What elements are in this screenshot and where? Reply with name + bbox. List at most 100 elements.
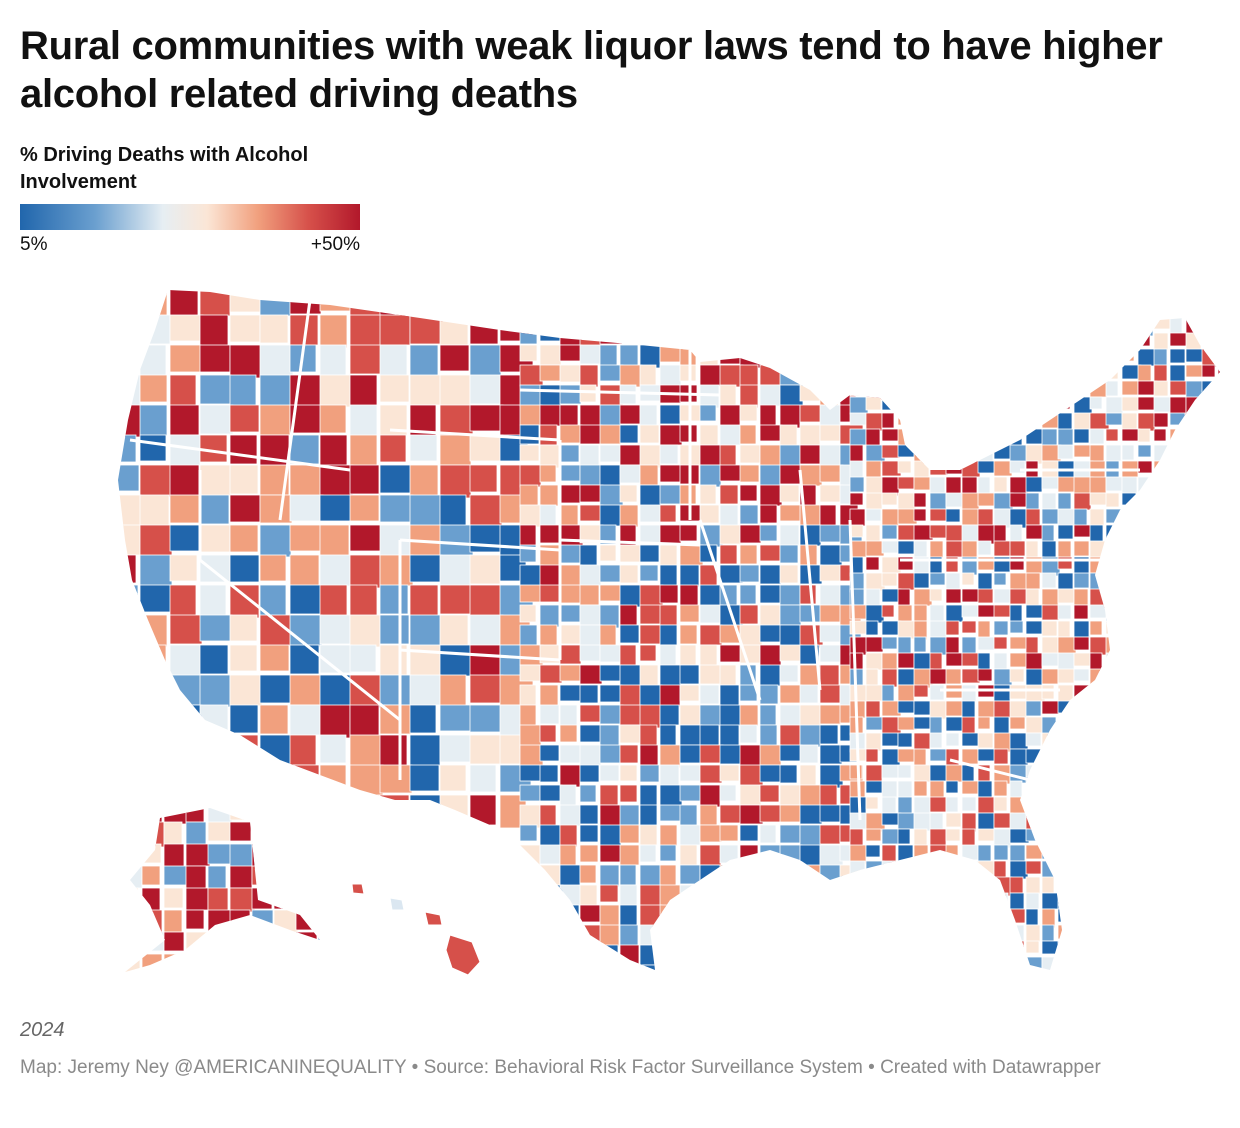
county-cell	[499, 290, 531, 317]
county-cell	[1057, 908, 1072, 923]
county-cell	[913, 300, 928, 317]
county-cell	[1217, 332, 1220, 348]
county-cell	[229, 734, 259, 766]
county-cell	[929, 572, 946, 586]
county-cell	[819, 684, 841, 704]
county-cell	[779, 364, 802, 386]
county-cell	[125, 843, 142, 863]
county-cell	[929, 348, 945, 367]
county-cell	[141, 909, 163, 935]
county-cell	[579, 804, 599, 825]
county-cell	[961, 876, 978, 896]
county-cell	[679, 624, 698, 645]
county-cell	[839, 290, 857, 302]
county-cell	[779, 784, 801, 806]
county-cell	[349, 344, 382, 375]
county-cell	[719, 644, 743, 663]
county-cell	[519, 664, 543, 682]
county-cell	[1105, 556, 1120, 572]
county-cell	[961, 444, 979, 464]
county-cell	[1153, 924, 1172, 939]
county-cell	[1009, 732, 1029, 750]
county-cell	[519, 304, 542, 327]
county-cell	[579, 704, 601, 723]
county-cell	[1025, 748, 1042, 764]
county-cell	[865, 428, 881, 447]
county-cell	[319, 314, 348, 349]
county-cell	[559, 484, 581, 504]
county-cell	[719, 884, 742, 907]
county-cell	[1121, 796, 1135, 817]
county-cell	[1185, 412, 1200, 430]
county-cell	[866, 973, 883, 987]
county-cell	[379, 614, 410, 645]
county-cell	[1089, 764, 1107, 782]
county-cell	[539, 524, 560, 544]
county-cell	[539, 404, 561, 427]
county-cell	[659, 884, 682, 909]
county-cell	[1217, 796, 1220, 810]
county-cell	[1009, 780, 1023, 799]
county-cell	[945, 364, 961, 380]
county-cell	[897, 572, 916, 591]
county-cell	[539, 844, 561, 865]
county-cell	[1009, 636, 1029, 650]
county-cell	[599, 644, 624, 663]
county-cell	[409, 314, 444, 345]
county-cell	[317, 931, 320, 952]
county-cell	[977, 796, 995, 814]
county-cell	[1121, 588, 1139, 609]
county-cell	[1009, 588, 1028, 605]
county-cell	[519, 384, 542, 407]
state-borders	[129, 299, 1140, 821]
county-cell	[1105, 428, 1119, 442]
county-cell	[1121, 924, 1140, 938]
county-cell	[759, 744, 782, 766]
county-cell	[1121, 828, 1141, 846]
county-cell	[1185, 700, 1205, 716]
county-cell	[599, 844, 622, 863]
county-cell	[819, 624, 843, 643]
county-cell	[1041, 290, 1061, 305]
county-cell	[1041, 316, 1061, 335]
county-cell	[317, 843, 320, 869]
county-cell	[1105, 908, 1121, 927]
county-cell	[229, 764, 261, 798]
county-cell	[779, 424, 798, 449]
county-cell	[1201, 908, 1220, 927]
county-cell	[865, 844, 881, 858]
county-cell	[881, 444, 901, 459]
county-cell	[779, 404, 801, 429]
county-cell	[519, 344, 538, 362]
county-cell	[251, 953, 276, 972]
county-cell	[519, 290, 541, 308]
county-cell	[1121, 732, 1138, 748]
county-cell	[739, 344, 763, 369]
county-cell	[579, 444, 600, 468]
county-cell	[659, 724, 677, 749]
county-cell	[929, 300, 944, 319]
county-cell	[169, 314, 204, 342]
county-cell	[1025, 668, 1043, 687]
county-cell	[1057, 844, 1076, 864]
county-cell	[913, 860, 931, 876]
county-cell	[881, 780, 898, 800]
county-cell	[945, 540, 964, 558]
county-cell	[1057, 428, 1074, 448]
county-cell	[1137, 956, 1157, 970]
county-cell	[259, 524, 292, 558]
county-cell	[865, 290, 881, 298]
county-cell	[619, 524, 637, 549]
county-cell	[469, 644, 501, 677]
county-cell	[319, 704, 351, 739]
county-cell	[779, 744, 803, 762]
county-cell	[865, 748, 879, 763]
county-cell	[1201, 668, 1215, 685]
county-cell	[881, 316, 899, 334]
county-cell	[319, 344, 347, 376]
county-cell	[1105, 364, 1119, 380]
county-cell	[1185, 780, 1206, 798]
county-cell	[1217, 620, 1220, 638]
county-cell	[229, 931, 253, 956]
county-cell	[639, 724, 658, 748]
